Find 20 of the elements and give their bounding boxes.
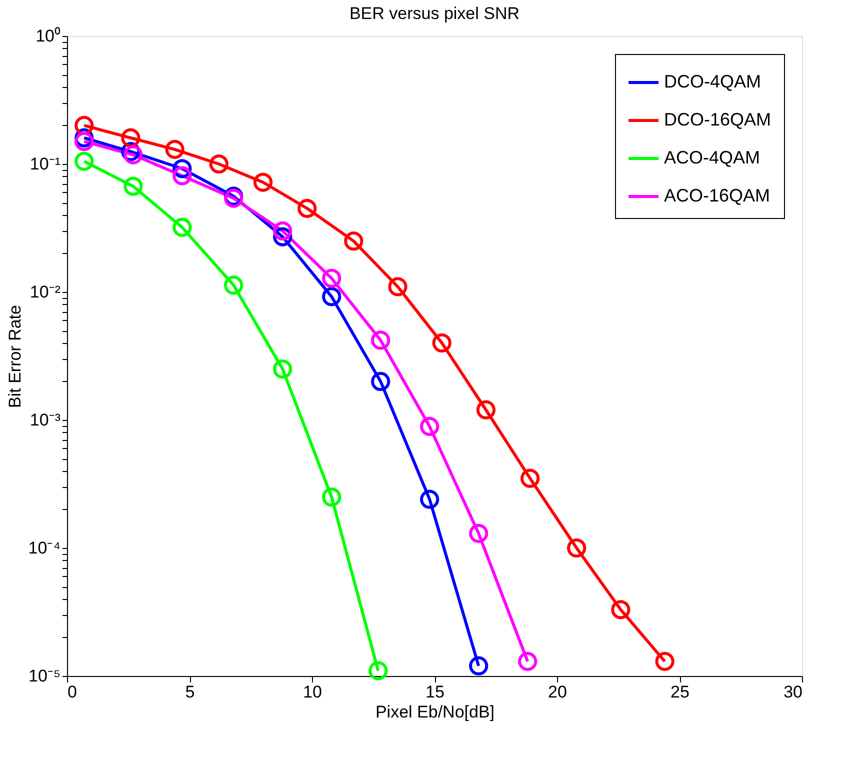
y-tick-label: 10⁰ <box>36 26 60 46</box>
y-tick-label: 10⁻¹ <box>30 154 61 174</box>
x-tick-label: 25 <box>670 682 690 702</box>
x-tick-label: 20 <box>548 682 567 702</box>
x-tick-label: 15 <box>426 682 444 702</box>
chart-title: BER versus pixel SNR <box>349 4 520 23</box>
y-tick-label: 10⁻³ <box>30 410 61 430</box>
legend-label: ACO-16QAM <box>664 186 770 206</box>
legend-label: ACO-4QAM <box>664 148 760 168</box>
y-tick-label: 10⁻⁴ <box>28 538 60 558</box>
y-axis-title: Bit Error Rate <box>5 305 24 408</box>
y-tick-label: 10⁻⁵ <box>28 666 60 686</box>
x-tick-label: 5 <box>185 682 195 702</box>
x-tick-label: 0 <box>68 682 77 702</box>
legend-label: DCO-4QAM <box>664 72 762 92</box>
y-tick-label: 10⁻² <box>30 282 61 302</box>
x-tick-label: 10 <box>303 682 322 702</box>
x-tick-label: 30 <box>784 682 802 702</box>
legend-label: DCO-16QAM <box>664 110 772 130</box>
x-axis-title: Pixel Eb/No[dB] <box>375 702 495 722</box>
